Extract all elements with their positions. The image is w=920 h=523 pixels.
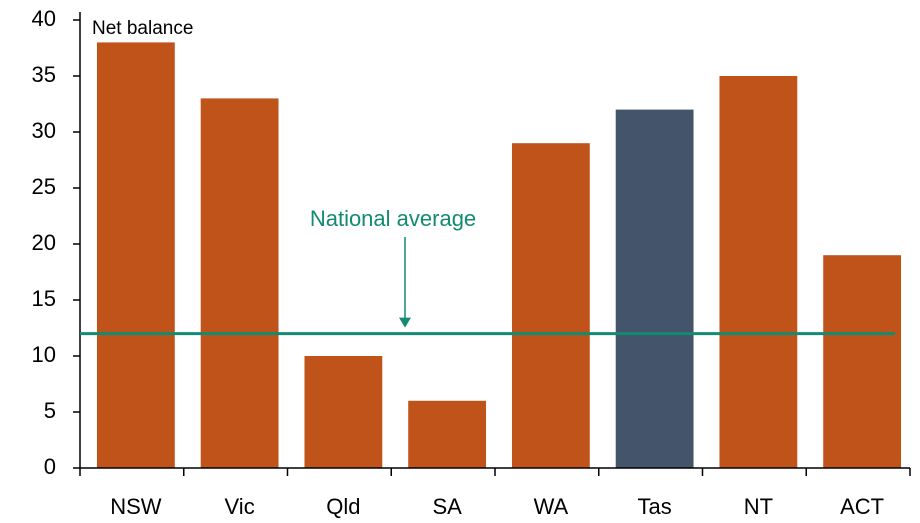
x-tick-label: ACT — [840, 494, 884, 519]
y-tick-label: 15 — [32, 286, 56, 311]
bar — [200, 98, 279, 469]
x-tick-label: Vic — [225, 494, 255, 519]
bar — [823, 255, 902, 468]
annotation-arrowhead — [399, 317, 411, 328]
y-tick-label: 40 — [32, 6, 56, 31]
bar — [96, 42, 175, 469]
x-tick-label: Tas — [638, 494, 672, 519]
y-tick-label: 30 — [32, 118, 56, 143]
x-tick-label: WA — [534, 494, 569, 519]
y-tick-label: 20 — [32, 230, 56, 255]
x-tick-label: SA — [432, 494, 462, 519]
y-axis-label: Net balance — [92, 18, 193, 39]
bar — [719, 76, 798, 468]
y-tick-label: 10 — [32, 342, 56, 367]
bar — [615, 109, 694, 468]
x-tick-label: NT — [744, 494, 773, 519]
bar — [408, 400, 487, 468]
bar — [511, 143, 590, 468]
y-tick-label: 35 — [32, 62, 56, 87]
reference-label: National average — [310, 206, 476, 231]
y-tick-label: 25 — [32, 174, 56, 199]
y-tick-label: 5 — [44, 398, 56, 423]
x-tick-label: Qld — [326, 494, 360, 519]
y-tick-label: 0 — [44, 454, 56, 479]
x-tick-label: NSW — [110, 494, 162, 519]
bar — [304, 356, 383, 468]
